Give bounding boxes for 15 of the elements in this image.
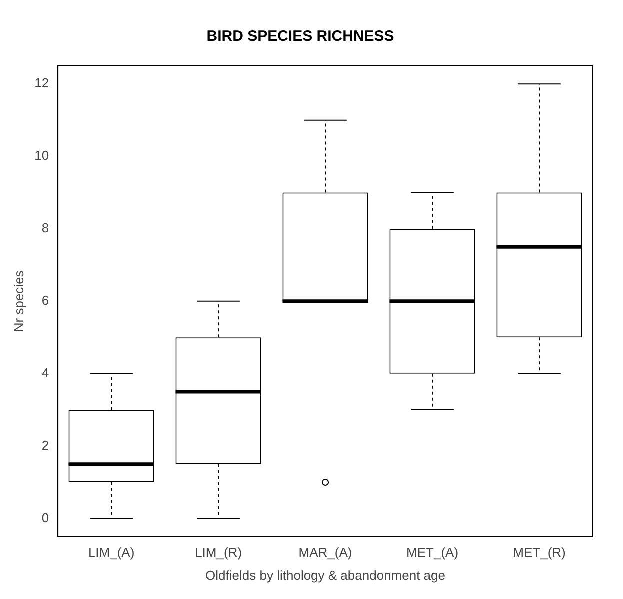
y-tick-label: 4	[42, 365, 50, 380]
chart-title: BIRD SPECIES RICHNESS	[206, 28, 394, 46]
y-tick-label: 0	[42, 510, 50, 526]
y-tick-label: 2	[42, 438, 50, 453]
y-tick-label: 6	[42, 292, 50, 308]
x-tick-label: MAR_(A)	[298, 545, 352, 560]
y-tick-label: 8	[42, 220, 50, 236]
x-tick-label: MET_(R)	[513, 545, 566, 560]
y-axis-title: Nr species	[11, 270, 26, 332]
y-tick-label: 10	[34, 148, 50, 164]
x-tick-label: LIM_(A)	[88, 545, 135, 560]
x-tick-label: MET_(A)	[406, 545, 459, 560]
x-tick-label: LIM_(R)	[195, 545, 242, 560]
x-axis-title: Oldfields by lithology & abandonment age	[206, 568, 446, 583]
y-tick-label: 12	[34, 76, 50, 91]
